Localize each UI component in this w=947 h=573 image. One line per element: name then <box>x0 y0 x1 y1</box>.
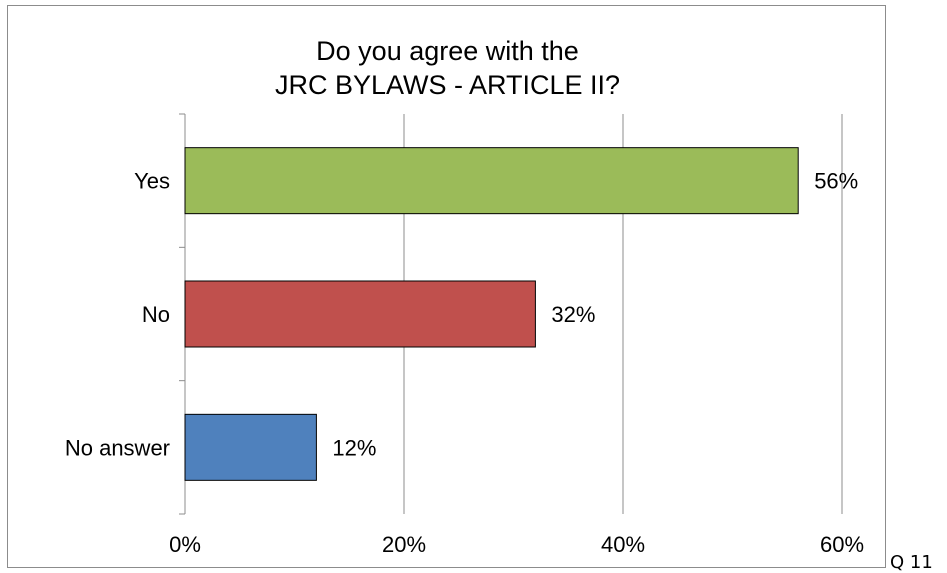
category-label: No answer <box>65 435 170 460</box>
page-note: Q 11 <box>890 552 933 573</box>
bar-yes <box>184 147 799 215</box>
category-label: Yes <box>134 169 170 194</box>
bar-chart: Yes 56% No 32% No answer 12% 0% 20% 40% 60% <box>65 113 864 557</box>
chart-frame: Do you agree with the JRC BYLAWS - ARTIC… <box>7 5 886 568</box>
bar-no <box>184 280 536 348</box>
category-label: No <box>142 302 170 327</box>
data-label: 12% <box>332 435 376 460</box>
x-tick-label: 60% <box>820 532 864 557</box>
chart-title: Do you agree with the JRC BYLAWS - ARTIC… <box>8 34 887 102</box>
x-tick-label: 0% <box>169 532 201 557</box>
chart-title-line-1: Do you agree with the <box>316 36 579 66</box>
data-label: 32% <box>551 302 595 327</box>
bar-no-answer <box>184 413 317 481</box>
data-label: 56% <box>814 169 858 194</box>
x-tick-label: 40% <box>601 532 645 557</box>
chart-title-line-2: JRC BYLAWS - ARTICLE II? <box>274 70 621 100</box>
x-tick-label: 20% <box>382 532 426 557</box>
